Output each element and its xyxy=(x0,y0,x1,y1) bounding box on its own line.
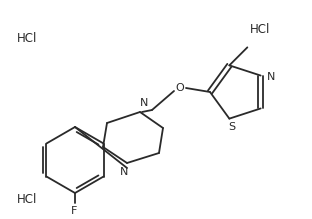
Text: N: N xyxy=(266,72,275,81)
Text: N: N xyxy=(120,167,128,177)
Text: O: O xyxy=(176,83,184,93)
Text: HCl: HCl xyxy=(17,193,37,206)
Text: HCl: HCl xyxy=(17,32,37,45)
Text: F: F xyxy=(71,206,77,216)
Text: S: S xyxy=(228,122,235,132)
Text: HCl: HCl xyxy=(250,23,270,36)
Text: N: N xyxy=(140,98,148,108)
